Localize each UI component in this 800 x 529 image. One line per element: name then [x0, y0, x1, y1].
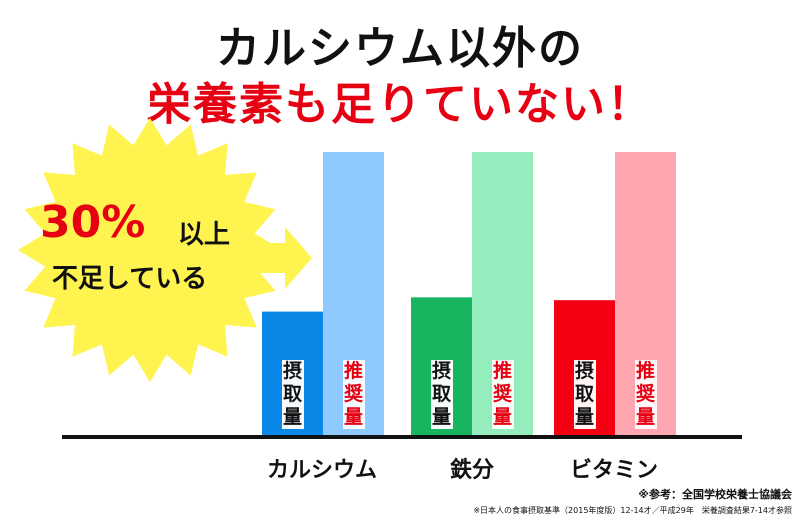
- callout-line2: 不足している: [52, 264, 208, 294]
- bar-label-iron-recommended: 推奨量: [491, 360, 514, 429]
- category-label-iron: 鉄分: [449, 458, 494, 483]
- callout-percent: 30%: [40, 197, 146, 248]
- bar-label-vitamin-intake: 摂取量: [573, 360, 596, 429]
- title-line-2: 栄養素も足りていない！: [147, 79, 653, 130]
- bar-label-vitamin-recommended: 推奨量: [634, 360, 657, 429]
- category-label-calcium: カルシウム: [266, 458, 377, 483]
- starburst: [18, 118, 282, 382]
- source-footnote: ※日本人の食事摂取基準（2015年度版）12-14才／平成29年 栄養調査結果7…: [473, 506, 792, 515]
- category-label-vitamin: ビタミン: [569, 458, 658, 483]
- bar-label-calcium-recommended: 推奨量: [342, 360, 365, 429]
- source-note: ※参考：全国学校栄養士協議会: [638, 488, 792, 501]
- title-line-1: カルシウム以外の: [216, 23, 584, 74]
- bar-label-iron-intake: 摂取量: [430, 360, 453, 429]
- callout-suffix: 以上: [178, 220, 231, 250]
- arrow: [220, 227, 312, 289]
- bar-label-calcium-intake: 摂取量: [281, 360, 304, 429]
